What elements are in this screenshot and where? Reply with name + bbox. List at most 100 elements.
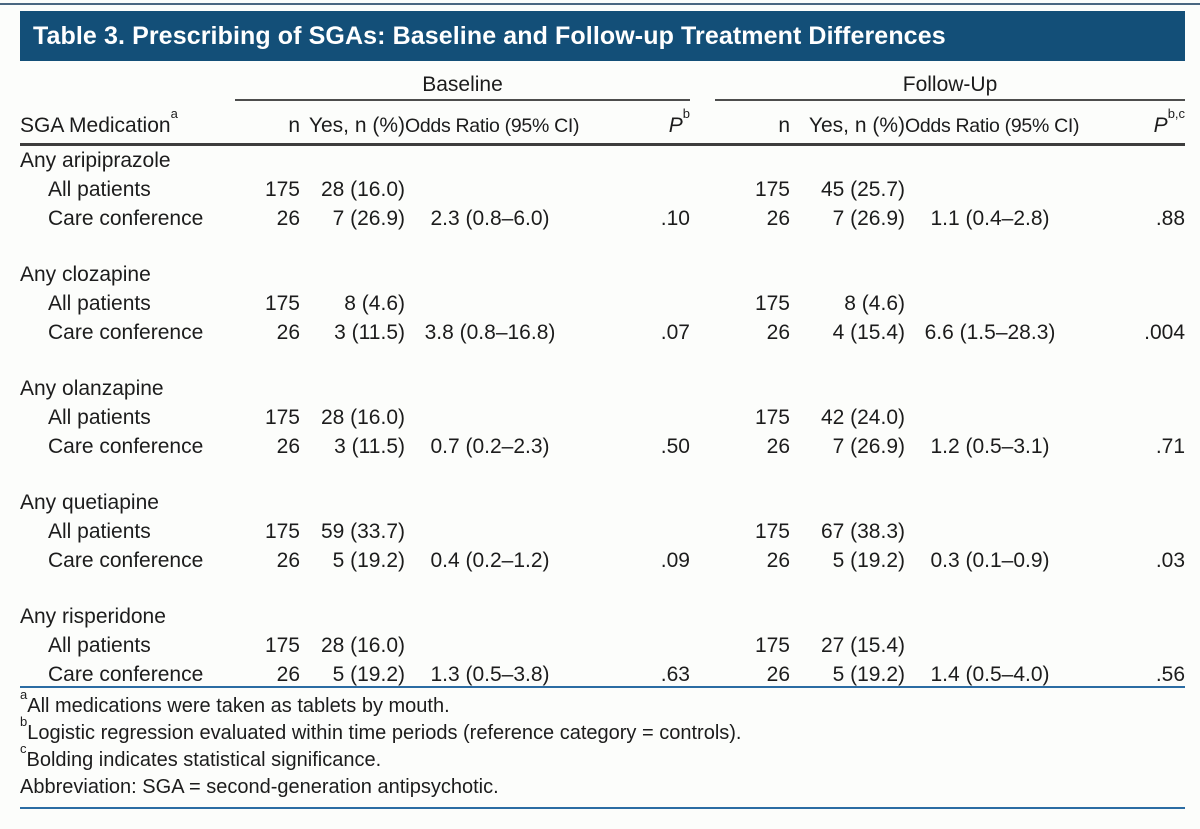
cell-followup-yes: 7 (26.9) — [832, 206, 905, 230]
cell-baseline-n: 26 — [276, 320, 300, 344]
col-header-odds-ratio-followup: Odds Ratio (95% CI) — [905, 100, 1080, 146]
spacer-cell — [20, 461, 1185, 488]
cell-followup-or — [905, 517, 1075, 546]
cell-followup-or: 6.6 (1.5–28.3) — [924, 320, 1056, 344]
section-row: Any olanzapine — [20, 374, 1185, 403]
cell-baseline-n: 175 — [264, 519, 300, 543]
data-row: All patients 175 8 (4.6) 175 8 (4.6) — [20, 289, 1185, 318]
cell-baseline-or: 2.3 (0.8–6.0) — [430, 206, 550, 230]
superscript-marker: a — [20, 687, 28, 703]
cell-baseline-n: 26 — [276, 434, 300, 458]
cell-followup-p: .71 — [1155, 434, 1186, 458]
cell-baseline-p: .63 — [660, 662, 690, 686]
cell-baseline-yes: 3 (11.5) — [334, 434, 405, 458]
section-spacer-row — [20, 347, 1185, 374]
cell-followup-yes: 67 (38.3) — [820, 519, 905, 543]
row-label: Care conference — [48, 662, 204, 686]
cell-baseline-or — [405, 175, 575, 204]
cell-followup-or — [905, 175, 1075, 204]
col-header-yes-n-pct-followup: Yes, n (%) — [790, 100, 905, 146]
cell-baseline-or — [405, 403, 575, 432]
section-row: Any quetiapine — [20, 488, 1185, 517]
cell-baseline-yes: 28 (16.0) — [320, 633, 405, 657]
row-label: All patients — [48, 633, 151, 657]
cell-followup-yes: 8 (4.6) — [844, 291, 905, 315]
column-header-row: SGA Medicationa n Yes, n (%) Odds Ratio (95… — [20, 100, 1186, 146]
cell-followup-n: 175 — [754, 405, 790, 429]
superscript-marker: a — [170, 106, 178, 121]
row-label: All patients — [48, 177, 151, 201]
cell-followup-n: 175 — [754, 633, 790, 657]
cell-followup-p: .88 — [1155, 206, 1186, 230]
superscript-marker: b — [20, 714, 28, 730]
bottom-border-rule — [20, 807, 1185, 809]
p-label: P — [668, 114, 683, 137]
cell-gap — [690, 631, 715, 660]
table-header: Baseline Follow-Up SGA Medicationa n Yes, n … — [20, 70, 1186, 146]
sga-table: Baseline Follow-Up SGA Medicationa n Yes, n … — [20, 70, 1186, 690]
row-label: Care conference — [48, 434, 204, 458]
table-body: Any aripiprazole All patients 175 28 (16.0)… — [20, 145, 1185, 690]
cell-baseline-n: 175 — [264, 633, 300, 657]
footnote-a: aAll medications were taken as tablets b… — [20, 687, 450, 717]
cell-baseline-p: .07 — [660, 320, 690, 344]
cell-baseline-yes: 8 (4.6) — [344, 291, 405, 315]
cell-baseline-n: 175 — [264, 177, 300, 201]
data-row: All patients 175 28 (16.0) 175 27 (15.4) — [20, 631, 1185, 660]
cell-baseline-p — [575, 517, 690, 546]
footnotes: aAll medications were taken as tablets b… — [20, 687, 741, 801]
spacer-cell — [20, 233, 1185, 260]
section-row: Any risperidone — [20, 602, 1185, 631]
cell-gap — [690, 517, 715, 546]
cell-baseline-yes: 5 (19.2) — [332, 548, 405, 572]
cell-followup-n: 26 — [766, 662, 790, 686]
cell-followup-yes: 4 (15.4) — [832, 320, 905, 344]
cell-followup-or: 1.2 (0.5–3.1) — [930, 434, 1050, 458]
section-spacer-row — [20, 575, 1185, 602]
cell-followup-or — [905, 631, 1075, 660]
cell-gap — [690, 318, 715, 347]
col-header-sga-medication: SGA Medicationa — [20, 100, 235, 146]
cell-followup-p — [1075, 517, 1185, 546]
cell-followup-or: 1.1 (0.4–2.8) — [930, 206, 1050, 230]
cell-baseline-n: 26 — [276, 206, 300, 230]
row-label: Care conference — [48, 206, 204, 230]
superscript-marker: b,c — [1167, 106, 1186, 121]
data-row: Care conference 26 3 (11.5) 0.7 (0.2–2.3) .5… — [20, 432, 1185, 461]
group-header-stub — [20, 70, 235, 100]
cell-followup-p: .004 — [1144, 320, 1186, 344]
row-label: All patients — [48, 405, 151, 429]
cell-baseline-p: .09 — [660, 548, 690, 572]
cell-baseline-yes: 5 (19.2) — [332, 662, 405, 686]
cell-followup-yes: 5 (19.2) — [832, 548, 905, 572]
cell-baseline-n: 26 — [276, 548, 300, 572]
table-title: Table 3. Prescribing of SGAs: Baseline a… — [33, 21, 946, 50]
cell-followup-yes: 45 (25.7) — [820, 177, 905, 201]
cell-baseline-yes: 28 (16.0) — [320, 177, 405, 201]
cell-followup-or: 1.4 (0.5–4.0) — [930, 662, 1050, 686]
cell-followup-yes: 7 (26.9) — [832, 434, 905, 458]
cell-followup-p — [1075, 289, 1185, 318]
cell-followup-n: 26 — [766, 548, 790, 572]
section-spacer-row — [20, 233, 1185, 260]
section-name: Any aripiprazole — [20, 148, 171, 172]
cell-gap — [690, 546, 715, 575]
spacer-cell — [20, 575, 1185, 602]
cell-baseline-or — [405, 289, 575, 318]
group-header-row: Baseline Follow-Up — [20, 70, 1186, 101]
superscript-marker: c — [20, 741, 27, 757]
cell-baseline-p: .10 — [660, 206, 690, 230]
cell-followup-p: .56 — [1155, 662, 1186, 686]
cell-baseline-or — [405, 517, 575, 546]
cell-baseline-or: 3.8 (0.8–16.8) — [424, 320, 556, 344]
cell-followup-yes: 42 (24.0) — [820, 405, 905, 429]
section-name: Any risperidone — [20, 604, 166, 628]
cell-baseline-or: 1.3 (0.5–3.8) — [430, 662, 550, 686]
cell-gap — [690, 289, 715, 318]
col-header-odds-ratio-baseline: Odds Ratio (95% CI) — [405, 100, 580, 146]
cell-followup-p — [1075, 175, 1185, 204]
col-header-p-baseline: Pb — [575, 100, 690, 146]
cell-baseline-or: 0.7 (0.2–2.3) — [430, 434, 550, 458]
footnote-divider-rule — [20, 686, 1185, 688]
